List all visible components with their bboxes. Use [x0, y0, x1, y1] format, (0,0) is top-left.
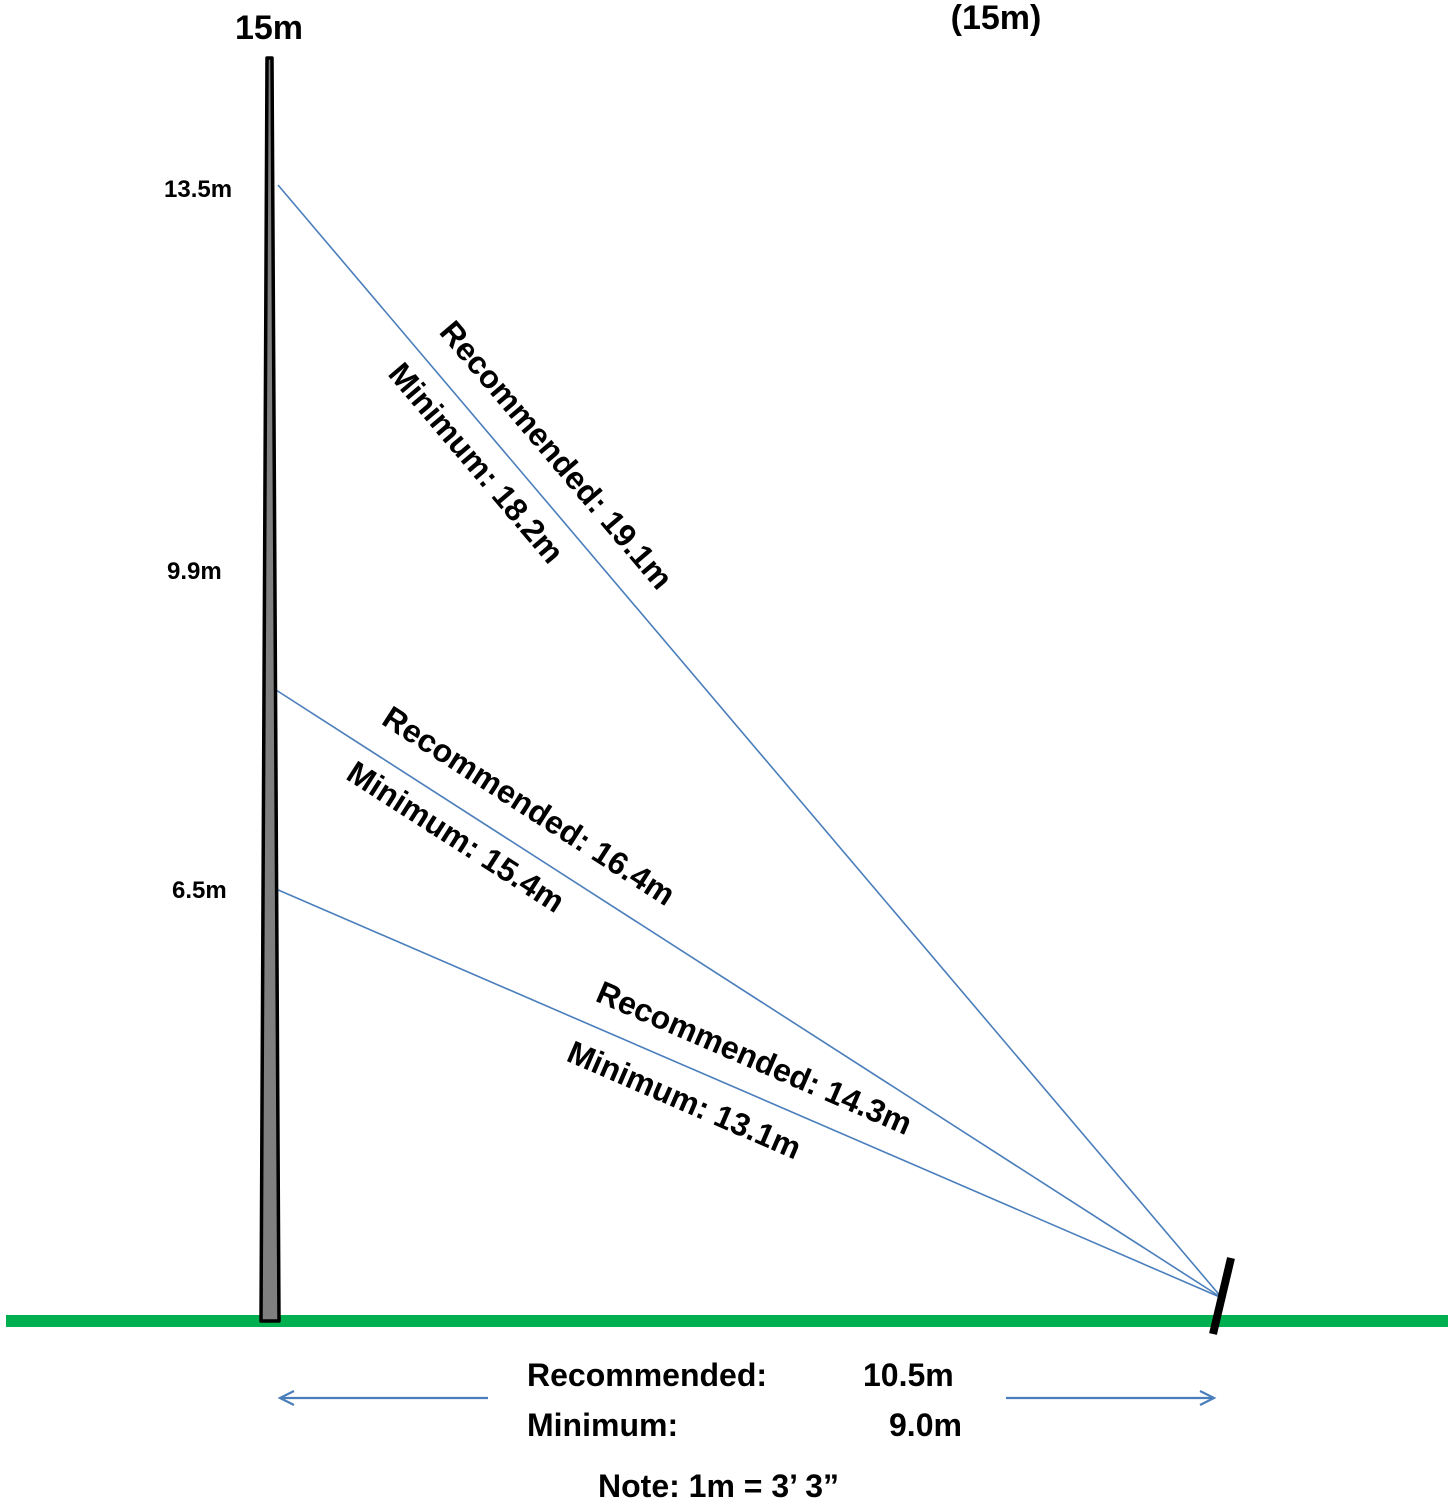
height-label-13-5: 13.5m [164, 176, 232, 203]
mast [259, 56, 281, 1323]
guy-wire-upper [277, 184, 1223, 1299]
distance-recommended-value: 10.5m [863, 1357, 954, 1393]
distance-minimum-value: 9.0m [889, 1407, 962, 1443]
height-label-9-9: 9.9m [167, 558, 222, 585]
unit-conversion-note: Note: 1m = 3’ 3” [598, 1468, 839, 1504]
mast-height-label: 15m [235, 9, 303, 47]
height-label-6-5: 6.5m [172, 877, 227, 904]
ground-anchor [1209, 1257, 1235, 1335]
mast-height-paren-label: (15m) [951, 0, 1042, 37]
guy-wire-lower [275, 888, 1223, 1299]
guy-wire-middle [275, 689, 1223, 1299]
distance-minimum-label: Minimum: [527, 1407, 678, 1443]
distance-recommended-label: Recommended: [527, 1357, 767, 1393]
